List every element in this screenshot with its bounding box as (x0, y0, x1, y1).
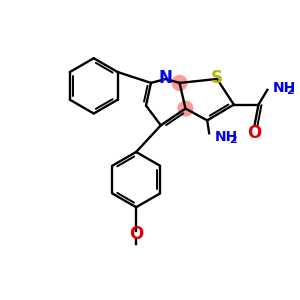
Text: 2: 2 (286, 86, 294, 96)
Text: NH: NH (272, 81, 296, 95)
Text: 2: 2 (229, 135, 237, 145)
Text: N: N (159, 69, 173, 87)
Text: S: S (211, 69, 223, 87)
Text: NH: NH (215, 130, 238, 144)
Circle shape (172, 76, 187, 90)
Circle shape (178, 101, 193, 116)
Text: O: O (248, 124, 262, 142)
Text: O: O (129, 225, 143, 243)
